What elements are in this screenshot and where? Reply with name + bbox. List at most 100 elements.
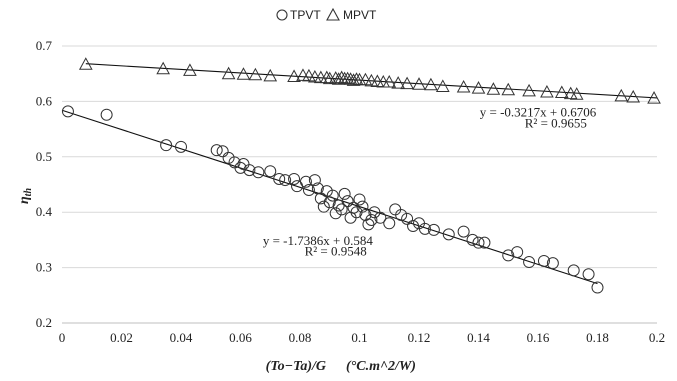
- data-point-tpvt: [338, 187, 351, 200]
- data-point-tpvt: [326, 189, 339, 202]
- data-point-tpvt: [472, 236, 485, 249]
- data-point-tpvt: [320, 185, 333, 198]
- data-point-tpvt: [222, 151, 235, 164]
- data-point-tpvt: [308, 174, 321, 187]
- y-tick-label: 0.5: [36, 149, 52, 164]
- data-point-tpvt: [160, 139, 173, 152]
- trendline-annotation-mpvt: R² = 0.9655: [525, 115, 587, 130]
- x-tick-label: 0.12: [408, 330, 431, 345]
- y-tick-label: 0.4: [36, 204, 53, 219]
- data-point-mpvt: [456, 79, 471, 93]
- data-point-mpvt: [287, 69, 301, 82]
- data-point-tpvt: [279, 174, 292, 187]
- data-point-mpvt: [400, 76, 414, 90]
- data-point-tpvt: [288, 172, 301, 185]
- data-point-tpvt: [502, 249, 515, 262]
- data-point-tpvt: [302, 184, 315, 197]
- data-point-mpvt: [554, 85, 569, 99]
- legend: TPVT MPVT: [276, 7, 377, 22]
- data-point-tpvt: [466, 233, 479, 246]
- data-point-tpvt: [591, 281, 604, 294]
- x-tick-label: 0.06: [229, 330, 252, 345]
- data-point-tpvt: [546, 257, 559, 270]
- data-point-mpvt: [522, 83, 536, 97]
- x-tick-label: 0.16: [527, 330, 550, 345]
- legend-label-tpvt: TPVT: [290, 8, 321, 22]
- data-point-tpvt: [356, 200, 369, 213]
- data-point-mpvt: [486, 82, 501, 95]
- data-point-tpvt: [401, 212, 414, 225]
- trendline-annotation-tpvt: R² = 0.9548: [305, 243, 367, 258]
- data-point-tpvt: [100, 108, 113, 121]
- data-point-tpvt: [418, 222, 431, 235]
- data-point-tpvt: [383, 217, 396, 230]
- trendline-annotation-mpvt: y = -0.3217x + 0.6706: [480, 104, 597, 119]
- data-point-tpvt: [252, 166, 265, 179]
- data-point-mpvt: [569, 87, 584, 100]
- y-tick-label: 0.7: [36, 38, 53, 53]
- x-tick-label: 0.02: [110, 330, 133, 345]
- data-point-tpvt: [243, 164, 256, 177]
- data-point-tpvt: [273, 172, 286, 185]
- y-axis-title: ηth: [17, 188, 34, 204]
- data-point-mpvt: [340, 71, 355, 85]
- series-tpvt: [61, 105, 604, 294]
- data-point-mpvt: [412, 77, 426, 90]
- data-point-mpvt: [382, 74, 397, 88]
- y-tick-label: 0.2: [36, 315, 52, 330]
- gridlines: [62, 45, 657, 324]
- data-point-mpvt: [471, 81, 486, 94]
- x-tick-label: 0.1: [351, 330, 367, 345]
- data-point-tpvt: [567, 264, 580, 277]
- data-point-tpvt: [234, 161, 247, 174]
- data-point-tpvt: [374, 211, 387, 224]
- x-axis-title: (To−Ta)/G: [266, 359, 326, 374]
- data-point-tpvt: [323, 196, 336, 209]
- data-point-tpvt: [353, 193, 366, 206]
- x-tick-label: 0: [59, 330, 66, 345]
- data-point-tpvt: [341, 195, 354, 208]
- data-point-tpvt: [523, 256, 536, 269]
- data-point-mpvt: [221, 66, 236, 80]
- data-point-mpvt: [614, 88, 629, 102]
- y-tick-label: 0.3: [36, 260, 52, 275]
- data-point-mpvt: [263, 68, 278, 82]
- data-point-tpvt: [537, 254, 550, 267]
- data-point-tpvt: [175, 140, 187, 153]
- data-point-tpvt: [442, 228, 455, 241]
- data-point-mpvt: [540, 84, 554, 98]
- data-point-mpvt: [435, 79, 450, 92]
- data-point-tpvt: [329, 207, 342, 220]
- data-point-mpvt: [156, 61, 170, 75]
- data-point-mpvt: [501, 82, 516, 96]
- trendline-mpvt: [85, 63, 658, 99]
- data-point-mpvt: [349, 72, 364, 85]
- data-point-tpvt: [61, 105, 74, 118]
- data-point-tpvt: [407, 220, 420, 233]
- trendline-annotation-tpvt: y = -1.7386x + 0.584: [263, 233, 373, 248]
- data-point-tpvt: [582, 268, 595, 281]
- data-point-tpvt: [511, 246, 524, 259]
- data-point-tpvt: [365, 213, 378, 226]
- data-point-mpvt: [391, 76, 406, 89]
- y-tick-label: 0.6: [36, 93, 53, 108]
- data-point-tpvt: [264, 165, 277, 178]
- data-point-tpvt: [210, 144, 223, 157]
- data-point-tpvt: [395, 208, 408, 221]
- data-point-mpvt: [626, 89, 641, 103]
- x-axis-unit: (°C.m^2/W): [346, 359, 416, 374]
- x-tick-label: 0.08: [289, 330, 312, 345]
- data-point-tpvt: [427, 223, 440, 236]
- axes: 0.2 0.3 0.4 0.5 0.6 0.7 0 0.02 0.04 0.06 0.08 0.1 0.…: [36, 38, 665, 345]
- data-point-tpvt: [478, 236, 491, 249]
- data-point-mpvt: [358, 72, 373, 86]
- x-tick-label: 0.04: [170, 330, 193, 345]
- data-point-mpvt: [647, 91, 661, 104]
- legend-marker-mpvt: [326, 7, 340, 21]
- data-point-mpvt: [248, 67, 263, 81]
- data-point-mpvt: [424, 77, 438, 91]
- data-point-tpvt: [335, 203, 348, 216]
- legend-label-mpvt: MPVT: [343, 8, 377, 22]
- data-point-mpvt: [236, 67, 251, 80]
